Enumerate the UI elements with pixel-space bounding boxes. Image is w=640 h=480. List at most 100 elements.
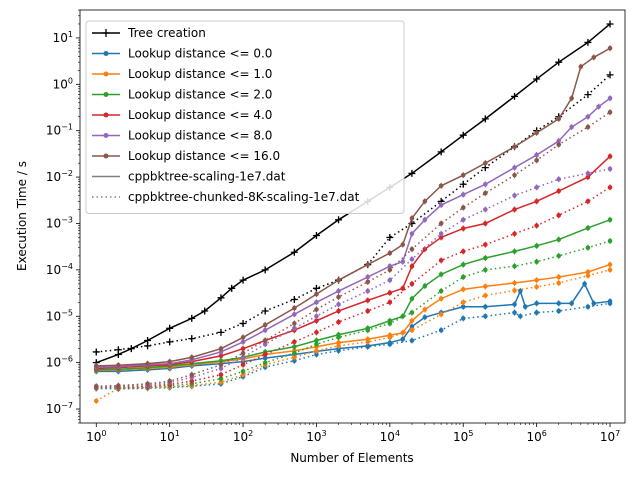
data-point (534, 185, 539, 190)
data-point (584, 91, 592, 99)
data-point (240, 339, 246, 345)
data-point (422, 246, 428, 252)
data-point (512, 144, 517, 150)
legend-marker (103, 112, 109, 118)
data-point (460, 226, 466, 231)
data-point (292, 344, 297, 350)
data-point (116, 383, 121, 388)
data-point (438, 272, 444, 277)
data-point (167, 359, 172, 364)
data-point (534, 130, 539, 136)
data-point (218, 376, 224, 382)
data-point (240, 362, 246, 368)
data-point (312, 232, 320, 240)
data-point (585, 199, 591, 204)
data-point (262, 360, 268, 365)
data-point (584, 38, 592, 46)
data-point (460, 287, 466, 292)
data-point (262, 341, 268, 347)
data-point (556, 213, 562, 218)
data-point (512, 280, 517, 286)
data-point (438, 231, 444, 237)
data-point (262, 327, 268, 333)
data-point (422, 217, 428, 223)
data-point (336, 348, 341, 354)
data-point (408, 169, 416, 177)
data-point (218, 358, 224, 364)
data-point (518, 288, 523, 294)
data-point (483, 255, 488, 261)
legend-label: Lookup distance <= 2.0 (128, 88, 272, 102)
data-point (218, 379, 224, 385)
data-point (438, 183, 444, 189)
data-point (365, 308, 371, 314)
data-point (556, 142, 562, 147)
data-point (512, 288, 517, 293)
data-point (409, 246, 415, 252)
data-point (92, 348, 100, 356)
data-point (483, 293, 488, 298)
data-point (218, 353, 224, 359)
legend-label: Lookup distance <= 0.0 (128, 47, 272, 61)
data-point (240, 372, 246, 377)
data-point (409, 231, 415, 237)
data-point (483, 207, 488, 212)
data-point (314, 299, 319, 305)
data-point (387, 263, 393, 269)
data-point (556, 308, 562, 314)
data-point (314, 291, 319, 297)
legend-box (85, 20, 405, 214)
data-point (481, 115, 489, 123)
data-point (438, 235, 444, 240)
data-point (483, 313, 488, 319)
data-point (409, 215, 415, 221)
data-point (585, 114, 591, 120)
data-point (483, 284, 488, 289)
data-point (585, 245, 591, 251)
data-point (438, 288, 444, 294)
data-point (460, 172, 466, 178)
data-point (365, 279, 371, 285)
data-point (336, 340, 341, 345)
data-point (400, 259, 406, 265)
data-point (582, 281, 587, 287)
data-point (409, 263, 415, 269)
data-point (261, 266, 269, 274)
x-tick-label: 102 (233, 429, 253, 444)
legend-marker (103, 51, 109, 56)
data-point (483, 181, 488, 187)
data-point (607, 185, 613, 190)
data-point (534, 158, 539, 163)
data-point (365, 274, 371, 280)
data-point (607, 45, 613, 51)
data-point (400, 336, 406, 342)
x-tick-label: 107 (600, 429, 620, 444)
x-tick-label: 103 (306, 429, 326, 444)
data-point (189, 372, 195, 377)
data-point (188, 335, 196, 343)
plot-frame (79, 9, 626, 424)
data-point (556, 253, 562, 259)
data-point (607, 301, 613, 306)
data-point (460, 304, 466, 310)
legend-marker (103, 71, 109, 77)
data-point (534, 223, 539, 228)
data-point (534, 301, 539, 306)
data-point (556, 237, 562, 242)
data-point (512, 193, 517, 198)
data-point (336, 294, 341, 300)
y-axis-title: Execution Time / s (15, 161, 29, 271)
series-line (95, 269, 611, 402)
series-line (96, 282, 611, 373)
data-point (116, 362, 121, 368)
data-point (512, 207, 517, 212)
data-point (585, 304, 591, 310)
data-point (365, 327, 371, 333)
data-point (409, 324, 415, 329)
data-point (218, 362, 224, 368)
data-point (556, 280, 562, 286)
series-line (96, 302, 611, 390)
data-point (217, 294, 225, 302)
x-tick-label: 106 (526, 429, 546, 444)
data-point (201, 307, 209, 315)
